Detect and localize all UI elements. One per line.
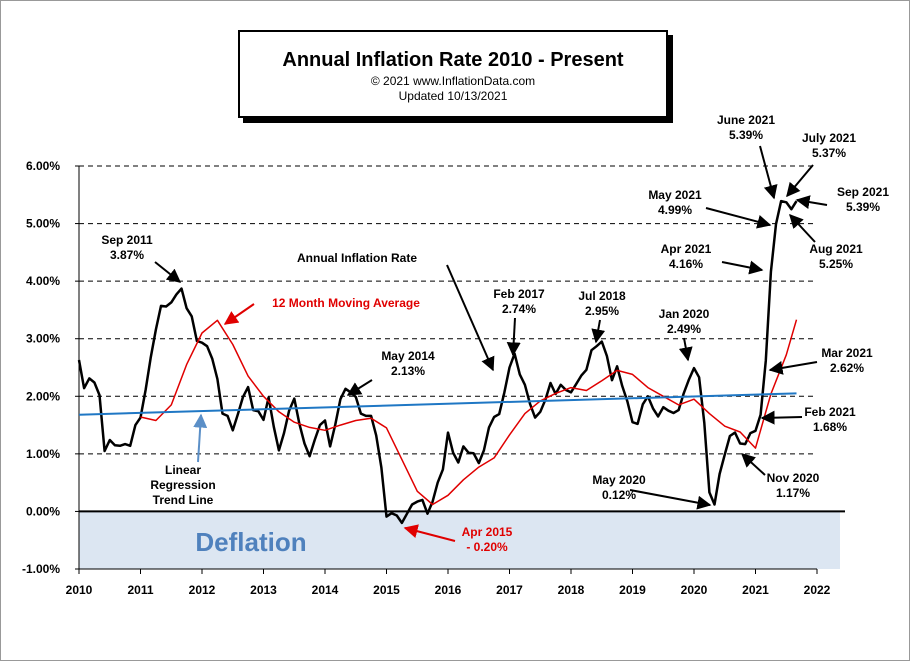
y-tick-label: -1.00% — [22, 562, 60, 576]
annotation-mar2021-arrow — [768, 360, 818, 375]
annotation-lin-label: Linear — [165, 463, 201, 477]
x-tick-label: 2012 — [189, 583, 216, 597]
annotation-air-label: Annual Inflation Rate — [297, 251, 417, 265]
x-tick-label: 2013 — [250, 583, 277, 597]
annotation-may2020-arrow — [629, 489, 712, 510]
annotation-july2021-arrow — [786, 164, 814, 198]
annotation-sep2021-label: Sep 2021 — [837, 185, 889, 199]
annotation-lin-arrow — [193, 413, 208, 463]
annotation-june2021-arrow — [759, 145, 778, 200]
annotation-mar2021-label: Mar 2021 — [821, 346, 873, 360]
annotation-jan2020-arrow — [678, 337, 693, 362]
deflation-label: Deflation — [195, 527, 306, 557]
annotation-jan2020-value: 2.49% — [667, 322, 701, 336]
annotation-ma-label: 12 Month Moving Average — [272, 296, 420, 310]
x-tick-label: 2022 — [804, 583, 831, 597]
trend-line — [78, 392, 797, 416]
annotation-sep2021-arrow — [795, 195, 828, 209]
annotation-nov2020-arrow — [740, 453, 766, 476]
annotation-feb2017-value: 2.74% — [502, 302, 536, 316]
y-tick-label: 5.00% — [26, 217, 60, 231]
annotation-aug2021-arrow — [789, 213, 816, 243]
updated-text: Updated 10/13/2021 — [398, 89, 508, 103]
annotation-sep2021-value: 5.39% — [846, 200, 880, 214]
annotation-jan2020-label: Jan 2020 — [659, 307, 710, 321]
annotation-may2014-value: 2.13% — [391, 364, 425, 378]
annotation-lin-value: Regression — [150, 478, 215, 492]
annotation-may2020-value: 0.12% — [602, 488, 636, 502]
annotation-feb2017-arrow — [506, 317, 521, 357]
deflation-region — [79, 511, 840, 569]
annotation-june2021-label: June 2021 — [717, 113, 775, 127]
annotation-jul2018-value: 2.95% — [585, 304, 619, 318]
moving-average-line — [140, 319, 798, 506]
annotation-air-arrow — [446, 264, 495, 372]
x-tick-label: 2010 — [66, 583, 93, 597]
annotation-feb2021-arrow — [760, 410, 803, 425]
annotation-apr2015-value: - 0.20% — [466, 540, 508, 554]
annotation-may2021-value: 4.99% — [658, 203, 692, 217]
annotation-nov2020-value: 1.17% — [776, 486, 810, 500]
annotation-apr2021-label: Apr 2021 — [661, 242, 712, 256]
annotation-nov2020-label: Nov 2020 — [767, 471, 820, 485]
x-tick-label: 2011 — [127, 583, 153, 597]
annotation-sep2011-arrow — [154, 261, 182, 283]
x-tick-label: 2015 — [373, 583, 400, 597]
annotation-feb2021-value: 1.68% — [813, 420, 847, 434]
annotation-may2020-label: May 2020 — [592, 473, 646, 487]
y-tick-label: 0.00% — [26, 504, 60, 518]
annotation-july2021-value: 5.37% — [812, 146, 846, 160]
annotation-sep2011-value: 3.87% — [110, 248, 144, 262]
annotation-mar2021-value: 2.62% — [830, 361, 864, 375]
annotation-sep2011-label: Sep 2011 — [101, 233, 153, 247]
y-tick-label: 1.00% — [26, 447, 60, 461]
chart-title: Annual Inflation Rate 2010 - Present — [282, 49, 624, 71]
x-tick-label: 2019 — [619, 583, 646, 597]
annotation-may2021-arrow — [705, 207, 772, 229]
annotation-jul2018-arrow — [591, 319, 606, 344]
title-box: Annual Inflation Rate 2010 - Present © 2… — [238, 30, 668, 118]
annotation-jul2018-label: Jul 2018 — [578, 289, 626, 303]
annotation-may2021-label: May 2021 — [648, 188, 702, 202]
x-tick-label: 2017 — [496, 583, 523, 597]
annotation-ma-arrow — [223, 303, 255, 325]
y-tick-label: 3.00% — [26, 332, 60, 346]
annotation-feb2021-label: Feb 2021 — [804, 405, 856, 419]
y-tick-label: 2.00% — [26, 389, 60, 403]
x-tick-label: 2018 — [558, 583, 585, 597]
annotation-may2014-label: May 2014 — [381, 349, 435, 363]
x-tick-label: 2020 — [681, 583, 708, 597]
annotation-feb2017-label: Feb 2017 — [493, 287, 545, 301]
annotation-apr2021-value: 4.16% — [669, 257, 703, 271]
annotation-apr2021-arrow — [721, 260, 764, 275]
y-tick-label: 6.00% — [26, 159, 60, 173]
x-tick-label: 2021 — [742, 583, 769, 597]
annotation-may2014-arrow — [346, 379, 373, 396]
annotation-aug2021-value: 5.25% — [819, 257, 853, 271]
annotation-july2021-label: July 2021 — [802, 131, 856, 145]
y-tick-label: 4.00% — [26, 274, 60, 288]
x-tick-label: 2016 — [435, 583, 462, 597]
x-tick-label: 2014 — [312, 583, 339, 597]
annotation-lin-line3: Trend Line — [153, 493, 214, 507]
annotation-apr2015-label: Apr 2015 — [462, 525, 513, 539]
annotation-apr2015-arrow — [403, 524, 456, 542]
annotation-aug2021-label: Aug 2021 — [809, 242, 863, 256]
copyright-text: © 2021 www.InflationData.com — [370, 74, 536, 88]
annotation-june2021-value: 5.39% — [729, 128, 763, 142]
